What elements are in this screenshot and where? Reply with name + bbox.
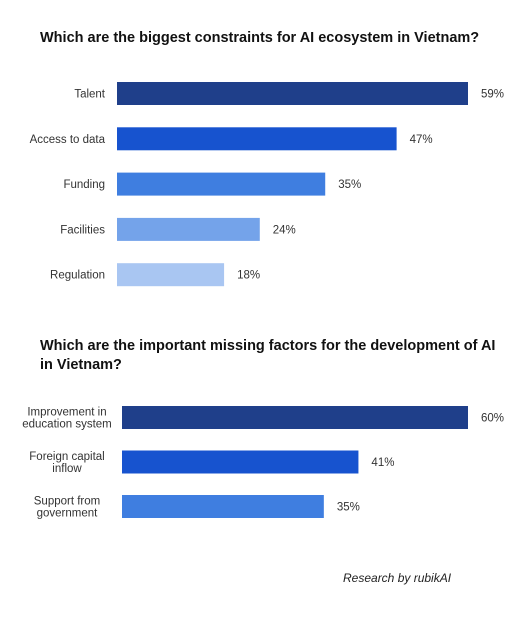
chart1-title: Which are the biggest constraints for AI… [40, 30, 480, 46]
value-label-2: 35% [337, 502, 360, 514]
value-label-2: 35% [338, 179, 361, 191]
value-label-4: 18% [237, 270, 260, 282]
bar-2 [122, 495, 324, 518]
value-label-3: 24% [273, 224, 296, 236]
value-label-1: 41% [371, 457, 394, 469]
bar-0 [117, 82, 468, 105]
bar-2 [117, 172, 326, 196]
bar-1 [122, 450, 359, 474]
category-label-4: Regulation [50, 270, 105, 282]
value-label-0: 59% [481, 89, 504, 101]
category-label-0-line0: Improvement in [27, 407, 106, 419]
category-label-2-line1: government [37, 508, 99, 520]
category-label-2: Funding [63, 179, 105, 191]
category-label-2-line0: Support from [34, 496, 100, 508]
category-label-1: Access to data [30, 134, 106, 146]
constraints-bar-chart: Talent 59% Access to data 47% Funding 35% Faci… [30, 82, 504, 287]
bar-4 [117, 263, 225, 287]
chart2-title: Which are the important missing factors … [40, 338, 496, 373]
category-label-1-line1: inflow [52, 463, 82, 475]
bar-1 [117, 127, 397, 151]
bar-3 [117, 217, 260, 241]
value-label-1: 47% [410, 134, 433, 146]
bar-0 [122, 406, 468, 429]
category-label-0-line1: education system [22, 419, 112, 431]
value-label-0: 60% [481, 413, 504, 425]
category-label-1-line0: Foreign capital [29, 451, 104, 463]
category-label-0: Talent [74, 89, 105, 101]
source-credit: Research by rubikAI [343, 571, 452, 585]
category-label-3: Facilities [60, 224, 105, 236]
